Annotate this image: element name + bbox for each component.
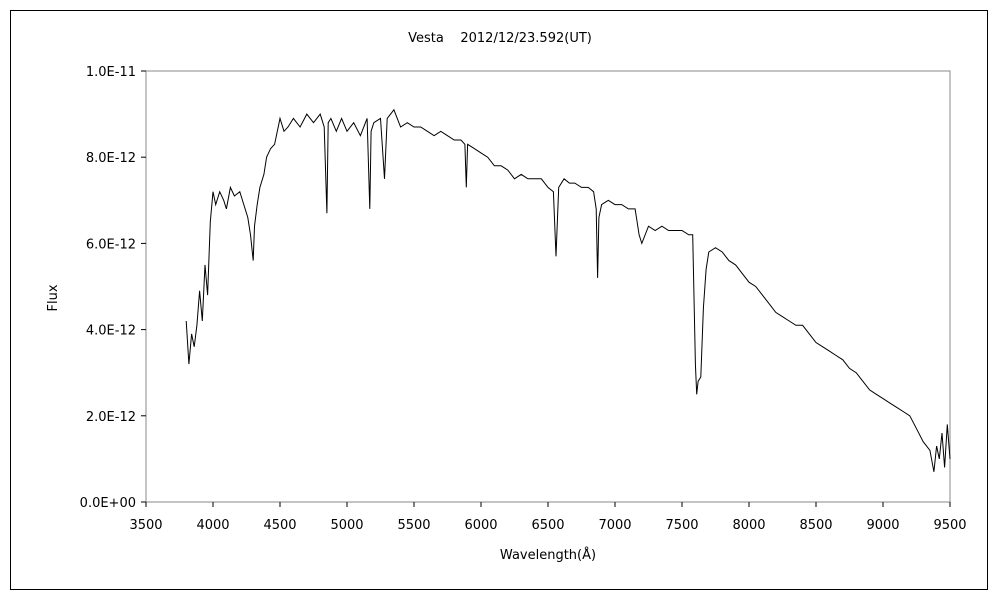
x-tick-label: 5000 — [330, 518, 363, 533]
x-tick-label: 8000 — [732, 518, 765, 533]
x-tick-label: 9000 — [866, 518, 899, 533]
x-tick-label: 3500 — [129, 518, 162, 533]
x-tick-label: 6000 — [464, 518, 497, 533]
series-line — [185, 108, 951, 472]
y-tick-label: 6.0E-12 — [86, 237, 136, 252]
y-tick-label: 8.0E-12 — [86, 151, 136, 166]
x-tick-label: 7000 — [598, 518, 631, 533]
y-axis-title: Flux — [46, 284, 61, 311]
x-tick-label: 8500 — [799, 518, 832, 533]
chart-title: Vesta 2012/12/23.592(UT) — [408, 31, 592, 46]
x-tick-label: 6500 — [531, 518, 564, 533]
y-axis: 0.0E+00 2.0E-12 4.0E-12 6.0E-12 8.0E-12 1.0E-… — [80, 65, 146, 511]
chart-frame — [10, 10, 988, 590]
x-axis-title: Wavelength(Å) — [500, 547, 596, 563]
x-tick-label: 9500 — [933, 518, 966, 533]
y-tick-label: 0.0E+00 — [80, 496, 136, 511]
x-tick-label: 5500 — [397, 518, 430, 533]
x-tick-label: 7500 — [665, 518, 698, 533]
plot-area — [145, 70, 951, 503]
x-tick-label: 4000 — [196, 518, 229, 533]
x-axis: 3500 4000 4500 5000 5500 6000 6500 7000 7500 8000… — [129, 502, 967, 533]
y-tick-label: 2.0E-12 — [86, 410, 136, 425]
x-tick-label: 4500 — [263, 518, 296, 533]
y-tick-label: 4.0E-12 — [86, 324, 136, 339]
y-tick-label: 1.0E-11 — [86, 65, 136, 80]
